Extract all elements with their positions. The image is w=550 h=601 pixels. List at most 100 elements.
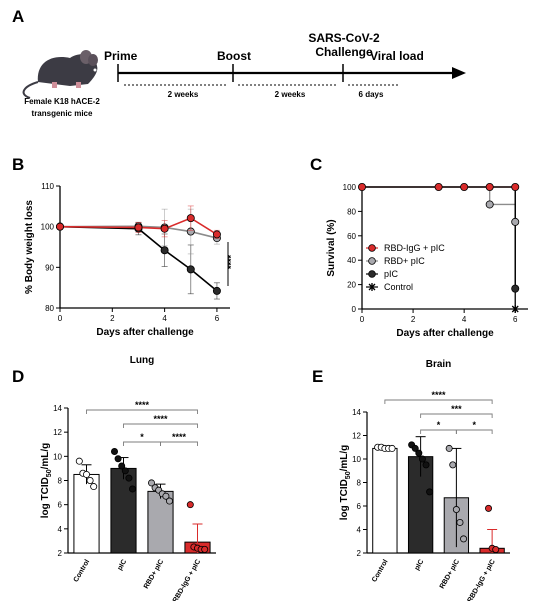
y-tick-label: 80 (347, 207, 356, 216)
y-tick-label: 80 (45, 304, 54, 313)
data-point-rbd_igg_pic (56, 222, 65, 231)
interval-label-2: 2 weeks (275, 90, 306, 99)
brain-titer-chart: Brain 2 4 6 8 10 12 14 log TCID50/mL/g Control pIC… (339, 359, 510, 601)
data-dot (449, 461, 457, 469)
x-tick-label: 0 (58, 314, 63, 323)
x-tick-label: Control (371, 558, 390, 583)
bar-0 (372, 447, 398, 554)
event-prime: Prime (104, 49, 138, 63)
data-point-rbd_igg_pic (134, 223, 143, 232)
y-tick-label: 14 (53, 404, 62, 413)
data-dot (162, 492, 170, 500)
panel-c: C 0 20 40 60 80 100 0 2 4 6 Days after challenge Su… (310, 155, 528, 339)
y-axis-title-subscript: 50 (46, 469, 53, 477)
mouse-icon (22, 50, 98, 99)
legend-marker (368, 244, 376, 252)
y-axis-title: log TCID50/mL/g (339, 445, 352, 521)
plot-title: Lung (130, 355, 154, 366)
data-point-pic (212, 286, 221, 295)
x-tick-label: 2 (411, 315, 416, 324)
survival-point-rbd_igg_pic (357, 182, 366, 191)
y-tick-label: 90 (45, 263, 54, 272)
weight-chart: 80 90 100 110 0 2 4 6 Days after challenge % Body… (24, 182, 230, 338)
survival-point-pic (511, 284, 520, 293)
event-boost: Boost (217, 49, 251, 63)
y-tick-label: 2 (58, 549, 63, 558)
y-tick-label: 110 (41, 182, 54, 191)
data-dot (114, 455, 122, 463)
x-tick-label: RBD-IgG + pIC (467, 559, 497, 601)
data-dot (121, 467, 129, 475)
survival-chart: 0 20 40 60 80 100 0 2 4 6 Days after challenge Surv… (326, 182, 528, 339)
survival-point-rbd_pic (511, 217, 520, 226)
y-tick-label: 10 (352, 455, 361, 464)
data-dot (418, 455, 426, 463)
x-axis-title: Days after challenge (96, 327, 194, 338)
data-dot (125, 474, 133, 482)
y-axis-title: Survival (%) (326, 219, 337, 276)
panel-letter-e: E (312, 367, 323, 386)
survival-point-rbd_igg_pic (460, 182, 469, 191)
y-axis-title-rest: /mL/g (40, 443, 51, 470)
y-tick-label: 12 (352, 432, 361, 441)
lung-titer-chart: Lung 2 4 6 8 10 12 14 log TCID50/mL/g Control pIC R… (40, 355, 216, 601)
legend-marker (368, 283, 376, 291)
x-tick-label: pIC (414, 559, 426, 572)
y-axis-title-subscript: 50 (345, 471, 352, 479)
panel-b: B 80 90 100 110 0 2 4 6 Days after challenge % Bo… (12, 155, 236, 338)
panel-letter-b: B (12, 155, 24, 174)
y-tick-label: 4 (58, 525, 63, 534)
x-axis-title: Days after challenge (396, 328, 494, 339)
interval-label-3: 6 days (359, 90, 384, 99)
panel-e: E Brain 2 4 6 8 10 12 14 log TCID50/mL/g Control p… (312, 359, 510, 601)
data-dot (452, 506, 460, 514)
significance-bracket (123, 423, 198, 428)
y-tick-label: 20 (347, 281, 356, 290)
y-tick-label: 14 (352, 408, 361, 417)
data-dot (83, 470, 91, 478)
data-point-pic (186, 265, 195, 274)
data-dot (445, 444, 453, 452)
mouse-caption-line2: transgenic mice (32, 109, 93, 118)
x-tick-label: 6 (215, 314, 220, 323)
panel-letter-d: D (12, 367, 24, 386)
data-point-rbd_igg_pic (212, 230, 221, 239)
event-viral-load: Viral load (370, 49, 424, 63)
data-dot (456, 518, 464, 526)
survival-point-control (511, 305, 519, 313)
y-tick-label: 2 (357, 549, 362, 558)
significance-label: **** (172, 432, 187, 442)
significance-label: **** (135, 400, 150, 410)
significance-label: * (140, 432, 144, 442)
data-dot (388, 444, 396, 452)
legend-label: pIC (384, 269, 399, 279)
x-tick-label: 2 (110, 314, 115, 323)
significance-bracket (86, 409, 198, 414)
panel-letter-c: C (310, 155, 322, 174)
x-tick-label: 4 (462, 315, 467, 324)
data-dot (415, 449, 423, 457)
significance-label: *** (451, 404, 462, 414)
y-tick-label: 0 (352, 305, 357, 314)
survival-point-rbd_pic (485, 200, 494, 209)
significance-bracket (420, 413, 493, 418)
event-challenge-line2: Challenge (315, 45, 373, 59)
y-tick-label: 12 (53, 428, 62, 437)
data-dot (147, 479, 155, 487)
y-tick-label: 40 (347, 256, 356, 265)
legend-label: RBD+ pIC (384, 256, 425, 266)
significance-bracket (384, 399, 493, 404)
series-line-pic (59, 225, 218, 292)
y-tick-label: 4 (357, 526, 362, 535)
data-dot (165, 497, 173, 505)
timeline-arrowhead (452, 67, 466, 79)
x-tick-label: Control (73, 558, 92, 583)
x-tick-label: 6 (513, 315, 518, 324)
significance-label: **** (431, 390, 446, 400)
data-dot (411, 444, 419, 452)
y-tick-label: 8 (58, 477, 63, 486)
data-dot (111, 447, 119, 455)
y-axis-title: % Body weight loss (24, 200, 35, 294)
panel-a: A Female K18 hACE-2 transgenic mice Prim… (12, 7, 466, 118)
